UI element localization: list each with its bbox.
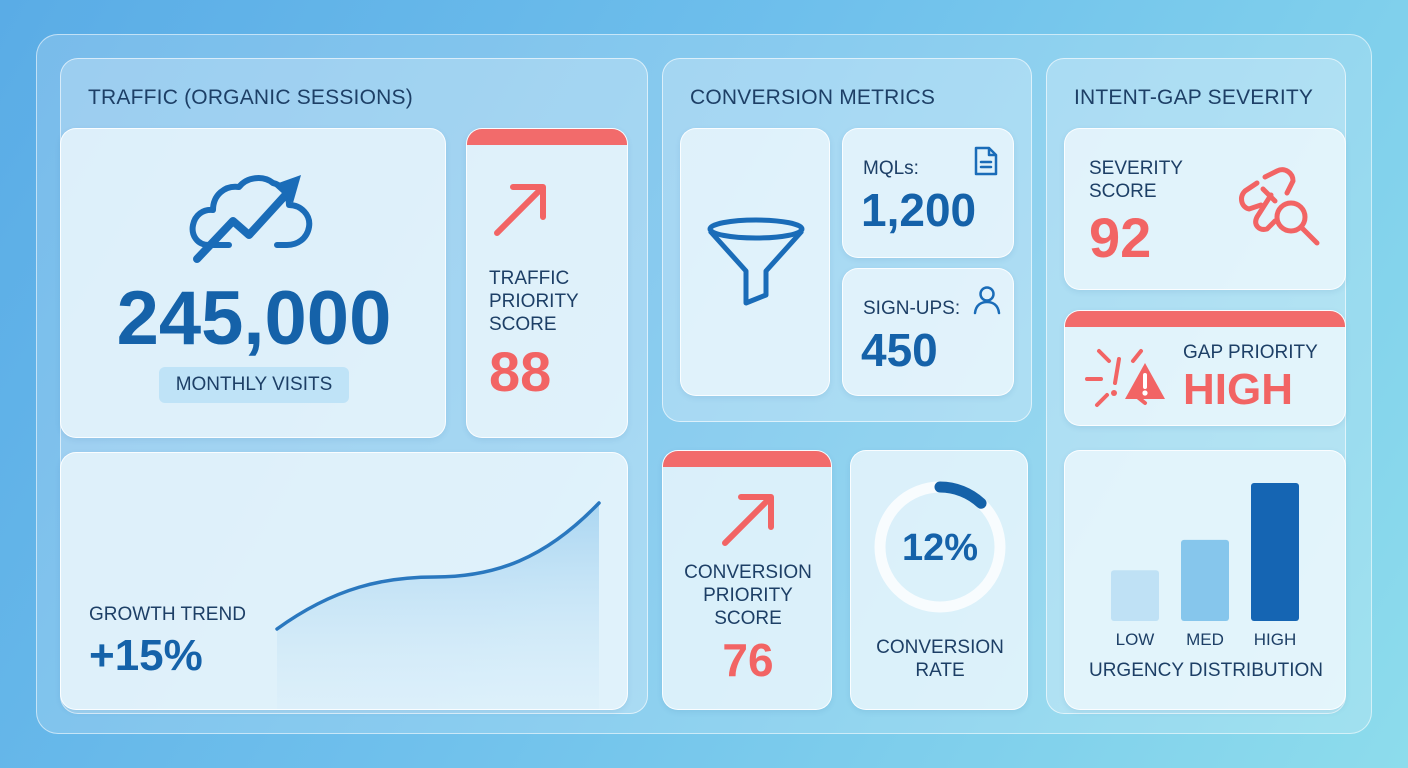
gap-priority-card[interactable]: GAP PRIORITY HIGH <box>1064 310 1346 426</box>
alert-burst-icon <box>1085 349 1165 407</box>
severity-value: 92 <box>1089 206 1152 269</box>
broken-link-search-icon <box>1239 167 1320 246</box>
traffic-priority-card[interactable]: TRAFFIC PRIORITY SCORE 88 <box>466 128 628 438</box>
traffic-priority-value: 88 <box>489 340 552 403</box>
conversion-rate-label-2: RATE <box>915 660 965 681</box>
signups-value: 450 <box>861 324 938 376</box>
mqls-card[interactable]: MQLs: 1,200 <box>842 128 1014 258</box>
gap-priority-label: GAP PRIORITY <box>1183 342 1318 363</box>
urgency-bar-low <box>1111 570 1159 621</box>
priority-flag-bar <box>467 129 627 145</box>
conversion-priority-label-3: SCORE <box>714 608 782 629</box>
conversion-rate-gauge <box>874 481 1006 613</box>
conversion-rate-card[interactable]: 12% CONVERSION RATE <box>850 450 1028 710</box>
conversion-rate-value: 12% <box>901 527 979 569</box>
signups-card[interactable]: SIGN-UPS: 450 <box>842 268 1014 396</box>
funnel-card[interactable] <box>680 128 830 396</box>
intent-gap-section-title: INTENT-GAP SEVERITY <box>1074 86 1314 109</box>
urgency-tick-high: HIGH <box>1254 630 1297 649</box>
priority-flag-bar <box>1065 311 1345 327</box>
signups-label: SIGN-UPS: <box>863 298 961 319</box>
conversion-priority-label-1: CONVERSION <box>684 562 812 583</box>
urgency-tick-med: MED <box>1186 630 1224 649</box>
severity-score-card[interactable]: SEVERITY SCORE 92 <box>1064 128 1346 290</box>
gap-priority-value: HIGH <box>1183 365 1293 414</box>
traffic-priority-label-3: SCORE <box>489 314 557 335</box>
urgency-distribution-chart: LOW MED HIGH <box>1111 483 1299 649</box>
arrow-up-right-icon <box>722 494 774 546</box>
monthly-visits-value: 245,000 <box>116 276 392 361</box>
severity-label-2: SCORE <box>1089 181 1157 202</box>
urgency-bar-med <box>1181 539 1229 621</box>
growth-trend-label: GROWTH TREND <box>89 604 246 625</box>
monthly-visits-card[interactable]: 245,000 MONTHLY VISITS <box>60 128 446 438</box>
traffic-priority-label-2: PRIORITY <box>489 291 579 312</box>
conversion-priority-card[interactable]: CONVERSION PRIORITY SCORE 76 <box>662 450 832 710</box>
conversion-rate-arc <box>934 481 987 509</box>
urgency-bar-high <box>1251 483 1299 621</box>
urgency-distribution-title: URGENCY DISTRIBUTION <box>1088 660 1323 681</box>
arrow-up-right-icon <box>494 184 546 236</box>
urgency-distribution-card[interactable]: LOW MED HIGH URGENCY DISTRIBUTION <box>1064 450 1346 710</box>
user-icon <box>973 286 1001 315</box>
growth-trend-value: +15% <box>89 631 203 680</box>
monthly-visits-label: MONTHLY VISITS <box>159 367 349 403</box>
growth-trend-card[interactable]: GROWTH TREND +15% <box>60 452 628 710</box>
traffic-priority-label-1: TRAFFIC <box>489 268 570 289</box>
conversion-section-title: CONVERSION METRICS <box>690 86 936 109</box>
cloud-trend-icon <box>189 175 313 263</box>
funnel-icon <box>707 217 805 306</box>
severity-label-1: SEVERITY <box>1089 158 1183 179</box>
conversion-priority-label-2: PRIORITY <box>703 585 793 606</box>
mqls-label: MQLs: <box>863 158 919 179</box>
document-icon <box>974 146 998 176</box>
mqls-value: 1,200 <box>861 184 977 236</box>
growth-trend-sparkline <box>275 501 601 709</box>
traffic-section-title: TRAFFIC (ORGANIC SESSIONS) <box>88 86 413 109</box>
growth-trend-line <box>275 501 601 631</box>
conversion-priority-value: 76 <box>722 634 774 686</box>
conversion-rate-label-1: CONVERSION <box>876 637 1004 658</box>
urgency-tick-low: LOW <box>1116 630 1155 649</box>
priority-flag-bar <box>663 451 831 467</box>
